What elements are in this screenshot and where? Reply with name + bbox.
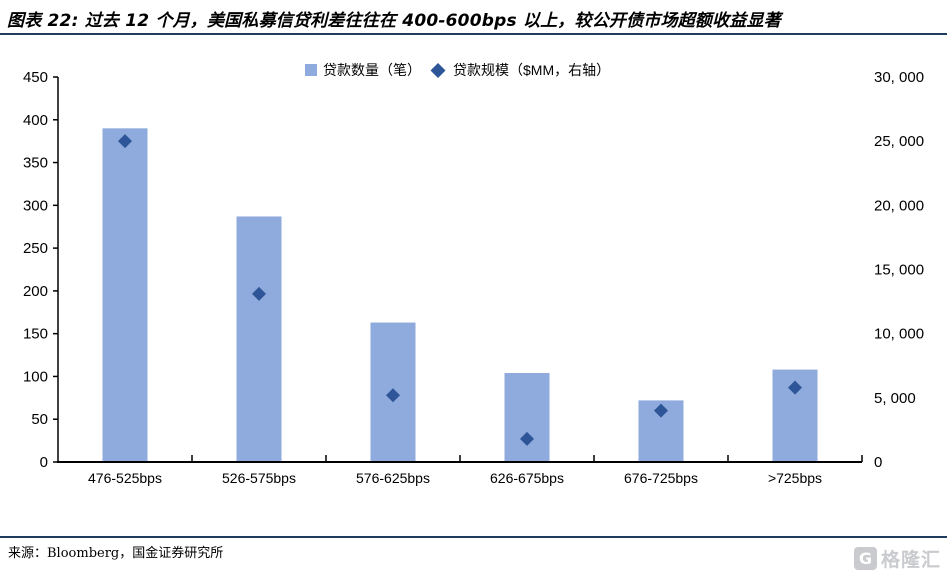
right-axis-tick-label: 10, 000 (874, 326, 924, 343)
gelonghui-logo-icon: G (853, 547, 877, 570)
axes-group (53, 76, 863, 463)
diamond-marker (788, 380, 802, 395)
left-axis-tick-label: 300 (23, 197, 48, 214)
diamond-marker (252, 286, 266, 301)
category-label: 476-525bps (88, 470, 162, 486)
right-axis-tick-label: 15, 000 (874, 262, 924, 279)
left-axis-tick-label: 100 (23, 368, 48, 385)
title-divider (0, 33, 947, 35)
category-label: >725bps (768, 470, 822, 486)
legend-bar-label: 贷款数量（笔） (323, 62, 421, 78)
diamond-markers-group (118, 134, 802, 446)
footer-divider (0, 536, 947, 538)
axis-labels-group: 0 50 100 150 200 250 300 350 400 450 0 5, 000 10, 00… (23, 69, 924, 486)
right-axis-tick-label: 5, 000 (874, 390, 916, 407)
gelonghui-watermark: G 格隆汇 (853, 545, 941, 572)
left-axis-tick-label: 150 (23, 326, 48, 343)
left-axis-tick-label: 250 (23, 240, 48, 257)
right-axis-tick-label: 30, 000 (874, 69, 924, 86)
legend-diamond-label: 贷款规模（$MM，右轴） (453, 62, 610, 78)
left-axis-tick-label: 350 (23, 155, 48, 172)
bar (102, 128, 148, 462)
combo-chart: 0 50 100 150 200 250 300 350 400 450 0 5, 000 10, 00… (23, 62, 924, 486)
bars-group (102, 128, 818, 462)
source-note: 来源：Bloomberg，国金证券研究所 (8, 546, 224, 561)
diamond-marker (118, 134, 132, 149)
chart-area: 0 50 100 150 200 250 300 350 400 450 0 5, 000 10, 00… (0, 45, 947, 532)
chart-legend: 贷款数量（笔） 贷款规模（$MM，右轴） (305, 62, 610, 78)
left-axis-tick-label: 50 (31, 411, 48, 428)
left-axis-tick-label: 450 (23, 69, 48, 86)
right-axis-tick-label: 20, 000 (874, 197, 924, 214)
left-axis-tick-label: 400 (23, 112, 48, 129)
right-axis-tick-label: 0 (874, 454, 882, 471)
gelonghui-logo-text: 格隆汇 (880, 549, 941, 571)
bar (236, 216, 282, 462)
left-axis-tick-label: 200 (23, 283, 48, 300)
diamond-marker (520, 431, 534, 446)
legend-diamond-swatch-icon (430, 63, 446, 78)
category-label: 626-675bps (490, 470, 564, 486)
legend-bar-swatch-icon (305, 64, 317, 76)
bar (504, 373, 550, 462)
diamond-marker (386, 388, 400, 403)
right-axis-tick-label: 25, 000 (874, 133, 924, 150)
left-axis-tick-label: 0 (40, 454, 48, 471)
diamond-marker (654, 403, 668, 418)
category-label: 676-725bps (624, 470, 698, 486)
category-label: 526-575bps (222, 470, 296, 486)
figure-title: 图表 22: 过去 12 个月，美国私募信贷利差往往在 400-600bps 以… (7, 11, 781, 31)
category-label: 576-625bps (356, 470, 430, 486)
